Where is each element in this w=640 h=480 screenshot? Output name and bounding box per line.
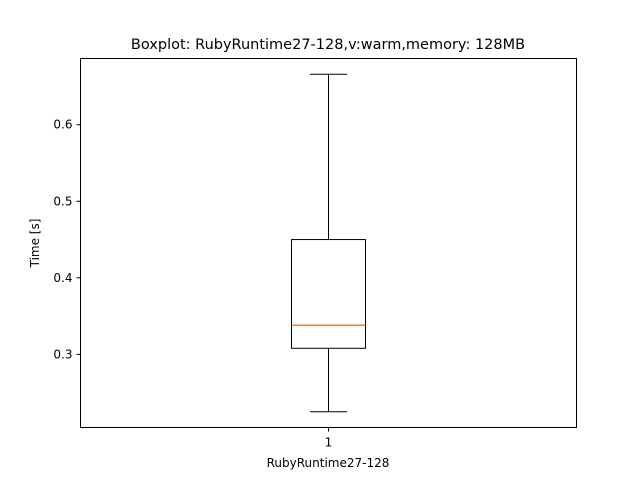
x-axis-ticks: 1: [325, 427, 333, 450]
y-tick-label: 0.4: [53, 271, 72, 285]
box-series: [291, 73, 366, 413]
y-tick-label: 0.3: [53, 347, 72, 361]
y-axis-label: Time [s]: [28, 219, 42, 269]
chart-title: Boxplot: RubyRuntime27-128,v:warm,memory…: [131, 37, 525, 53]
x-axis-label: RubyRuntime27-128: [267, 456, 390, 470]
y-tick-label: 0.6: [53, 118, 72, 132]
y-tick-label: 0.5: [53, 194, 72, 208]
x-tick-label: 1: [325, 436, 333, 450]
y-axis-ticks: 0.3 0.4 0.5 0.6: [53, 118, 81, 361]
interquartile-box: [291, 239, 366, 349]
